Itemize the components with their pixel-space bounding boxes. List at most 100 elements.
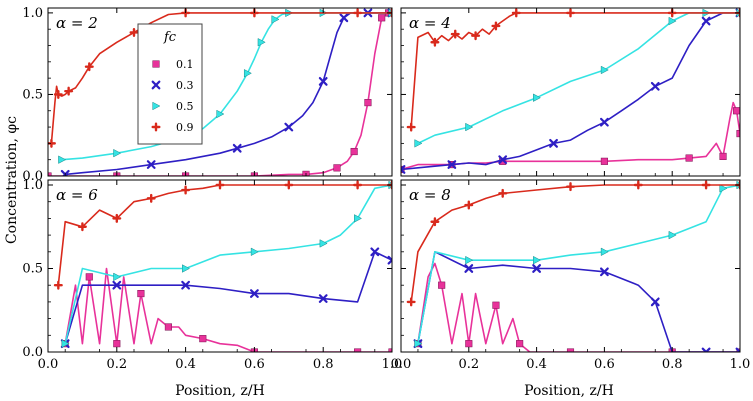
panel-4-plot	[406, 180, 740, 352]
panel-1-series-0.9-point-3	[53, 89, 63, 99]
legend-marker-0.3-b	[151, 80, 161, 90]
panel-3-series-0.5-point-4	[182, 264, 191, 273]
panel-3-series-0.5-point-0	[61, 339, 70, 348]
panel-2-series-0.3-point-12	[599, 117, 609, 127]
panel-2-series-0.5-point-2	[465, 122, 474, 132]
panel-3-series-0.3-point-10	[370, 247, 380, 257]
panel-1-series-0.3-point-6-b	[232, 143, 242, 153]
panel-4-series-0.9-point-8	[566, 182, 575, 192]
panel-2-series-0.3-point-0-b	[401, 165, 406, 172]
panel-3-series-0.9-point-8	[181, 185, 191, 195]
panel-4-series-0.3-point-11	[735, 347, 740, 352]
panel-4-label: α = 8	[409, 186, 451, 204]
panel-3-ytick-label-1: 0.5	[22, 262, 43, 277]
panel-4-series-0.3-point-6-b	[599, 267, 609, 277]
panel-1-series-0.9-point-6	[64, 86, 74, 96]
panel-1-series-0.3-point-15-b	[339, 13, 349, 23]
panel-3-series-0.1-point-9	[137, 290, 145, 298]
panel-3-series-0.3-point-10-b	[370, 247, 380, 257]
panel-1-ytick-label-0: 0.0	[22, 169, 43, 184]
legend-label-0.9: 0.9	[176, 121, 194, 134]
panel-2-series-0.5-point-4	[533, 93, 542, 102]
panel-3-series-0.3-point-11-a	[387, 255, 392, 262]
panel-4-series-0.5-point-6	[600, 247, 609, 257]
panel-4-xtick-label-0: 0.0	[391, 357, 412, 372]
panel-3-series-0.3-point-6	[250, 289, 259, 298]
panel-3-label: α = 6	[56, 186, 98, 204]
panel-2-label: α = 4	[409, 14, 451, 32]
panel-1-series-0.1-point-14	[364, 99, 372, 107]
panel-4-series-0.9-point-4	[464, 200, 474, 210]
legend-marker-0.5	[152, 101, 161, 111]
panel-4-series-0.5-point-8	[668, 230, 677, 240]
panel-2-series-0.3-point-3	[447, 160, 457, 169]
panel-3-series-0.1-point-6	[113, 340, 121, 348]
panel-3-series-0.1-point-3	[85, 273, 93, 281]
panel-3-ytick-label-0: 0.0	[22, 345, 43, 360]
panel-1-series-0.5-point-8	[243, 69, 252, 78]
panel-4-series-0.3-point-10-b	[704, 347, 711, 352]
panel-2-series-0.1-point-9	[600, 157, 608, 165]
panel-3-series-0.1-point-21	[354, 348, 362, 352]
panel-4-series-0.5-point-10	[719, 184, 728, 193]
panel-3-xtick-label-4: 0.8	[313, 357, 334, 372]
panel-2: α = 4	[400, 7, 741, 177]
panel-4-series-0.3-point-8	[650, 297, 660, 307]
panel-2-series-0.3-point-3-b	[447, 160, 457, 169]
panel-2-series-0.3-point-9-b	[549, 138, 558, 148]
panel-1-series-0.3-point-9-b	[284, 122, 294, 132]
panel-3-series-0.1-line	[64, 267, 392, 352]
panel-3-series-0.9-point-10	[215, 180, 225, 190]
panel-2-series-0.9-line	[410, 12, 740, 128]
legend-label-0.5: 0.5	[176, 100, 194, 113]
panel-2-series-0.5-point-8	[668, 16, 677, 26]
panel-1-series-0.1-point-12	[350, 147, 358, 156]
panel-2-series-0.3-point-0	[401, 165, 406, 174]
panel-4-xtick-label-2: 0.4	[526, 357, 547, 372]
panel-3-xtick-label-2: 0.4	[175, 357, 196, 372]
panel-4-series-0.3-point-8-b	[650, 297, 660, 307]
panel-1-ytick-label-2: 1.0	[22, 6, 43, 21]
panel-3-series-0.5-point-10	[354, 214, 363, 223]
panel-4-series-0.5-line	[417, 184, 740, 344]
panel-3-series-0.3-point-2-b	[112, 280, 122, 290]
panel-1-series-0.5-line	[61, 12, 392, 161]
panel-2-frame	[400, 7, 741, 177]
panel-3-series-0.9-point-0	[53, 280, 63, 290]
panel-2-series-0.1-point-12	[685, 154, 693, 162]
panel-1-frame	[47, 7, 393, 177]
panel-2-series-0.3-point-9	[549, 138, 558, 148]
panel-3-xtick-label-0: 0.0	[38, 357, 59, 372]
panel-2-series-0.3-point-0-a	[401, 167, 406, 174]
panel-4-series-0.1-point-9	[492, 301, 500, 309]
panel-1-series-0.3-point-12	[318, 76, 328, 86]
panel-4-xtick-label-1: 0.2	[458, 357, 479, 372]
panel-4-series-0.3-line	[417, 251, 740, 352]
panel-3-xtick-label-3: 0.6	[244, 357, 265, 372]
panel-2-series-0.3-point-15	[650, 81, 660, 91]
panel-4-series-0.9-point-12	[701, 180, 711, 190]
panel-2-series-0.9-point-6	[450, 29, 460, 39]
panel-2-series-0.9-point-15	[511, 8, 521, 18]
panel-2-series-0.9-point-9	[471, 31, 481, 41]
panel-4-series-0.3-point-10	[701, 347, 711, 352]
legend-title: fc	[163, 30, 177, 45]
panel-2-series-0.5-point-0	[414, 139, 423, 148]
panel-4-series-0.1-point-6	[465, 340, 473, 348]
panel-1-series-0.3-point-6	[232, 143, 242, 153]
panel-3-ytick-label-2: 1.0	[22, 178, 43, 193]
panel-2-series-0.1-point-19	[736, 130, 740, 138]
y-axis-label: Concentration, φc	[4, 116, 20, 244]
panel-3-series-0.3-point-8-b	[318, 294, 328, 303]
panel-2-series-0.9-point-3	[430, 37, 440, 47]
panel-1-series-0.9-point-21	[353, 8, 363, 18]
legend: fc 0.1 0.3 0.5 0.9	[137, 23, 203, 145]
panel-4-series-0.9-point-10	[633, 180, 643, 190]
legend-label-0.3: 0.3	[176, 79, 194, 92]
x-axis-label-left: Position, z/H	[175, 383, 265, 399]
panel-1-plot	[48, 8, 392, 176]
panel-4-series-0.1-point-3	[438, 281, 446, 289]
panel-4-series-0.1-point-12	[516, 340, 524, 348]
panel-1-series-0.5-point-12	[271, 15, 280, 24]
panel-4-series-0.5-point-0	[414, 339, 423, 348]
